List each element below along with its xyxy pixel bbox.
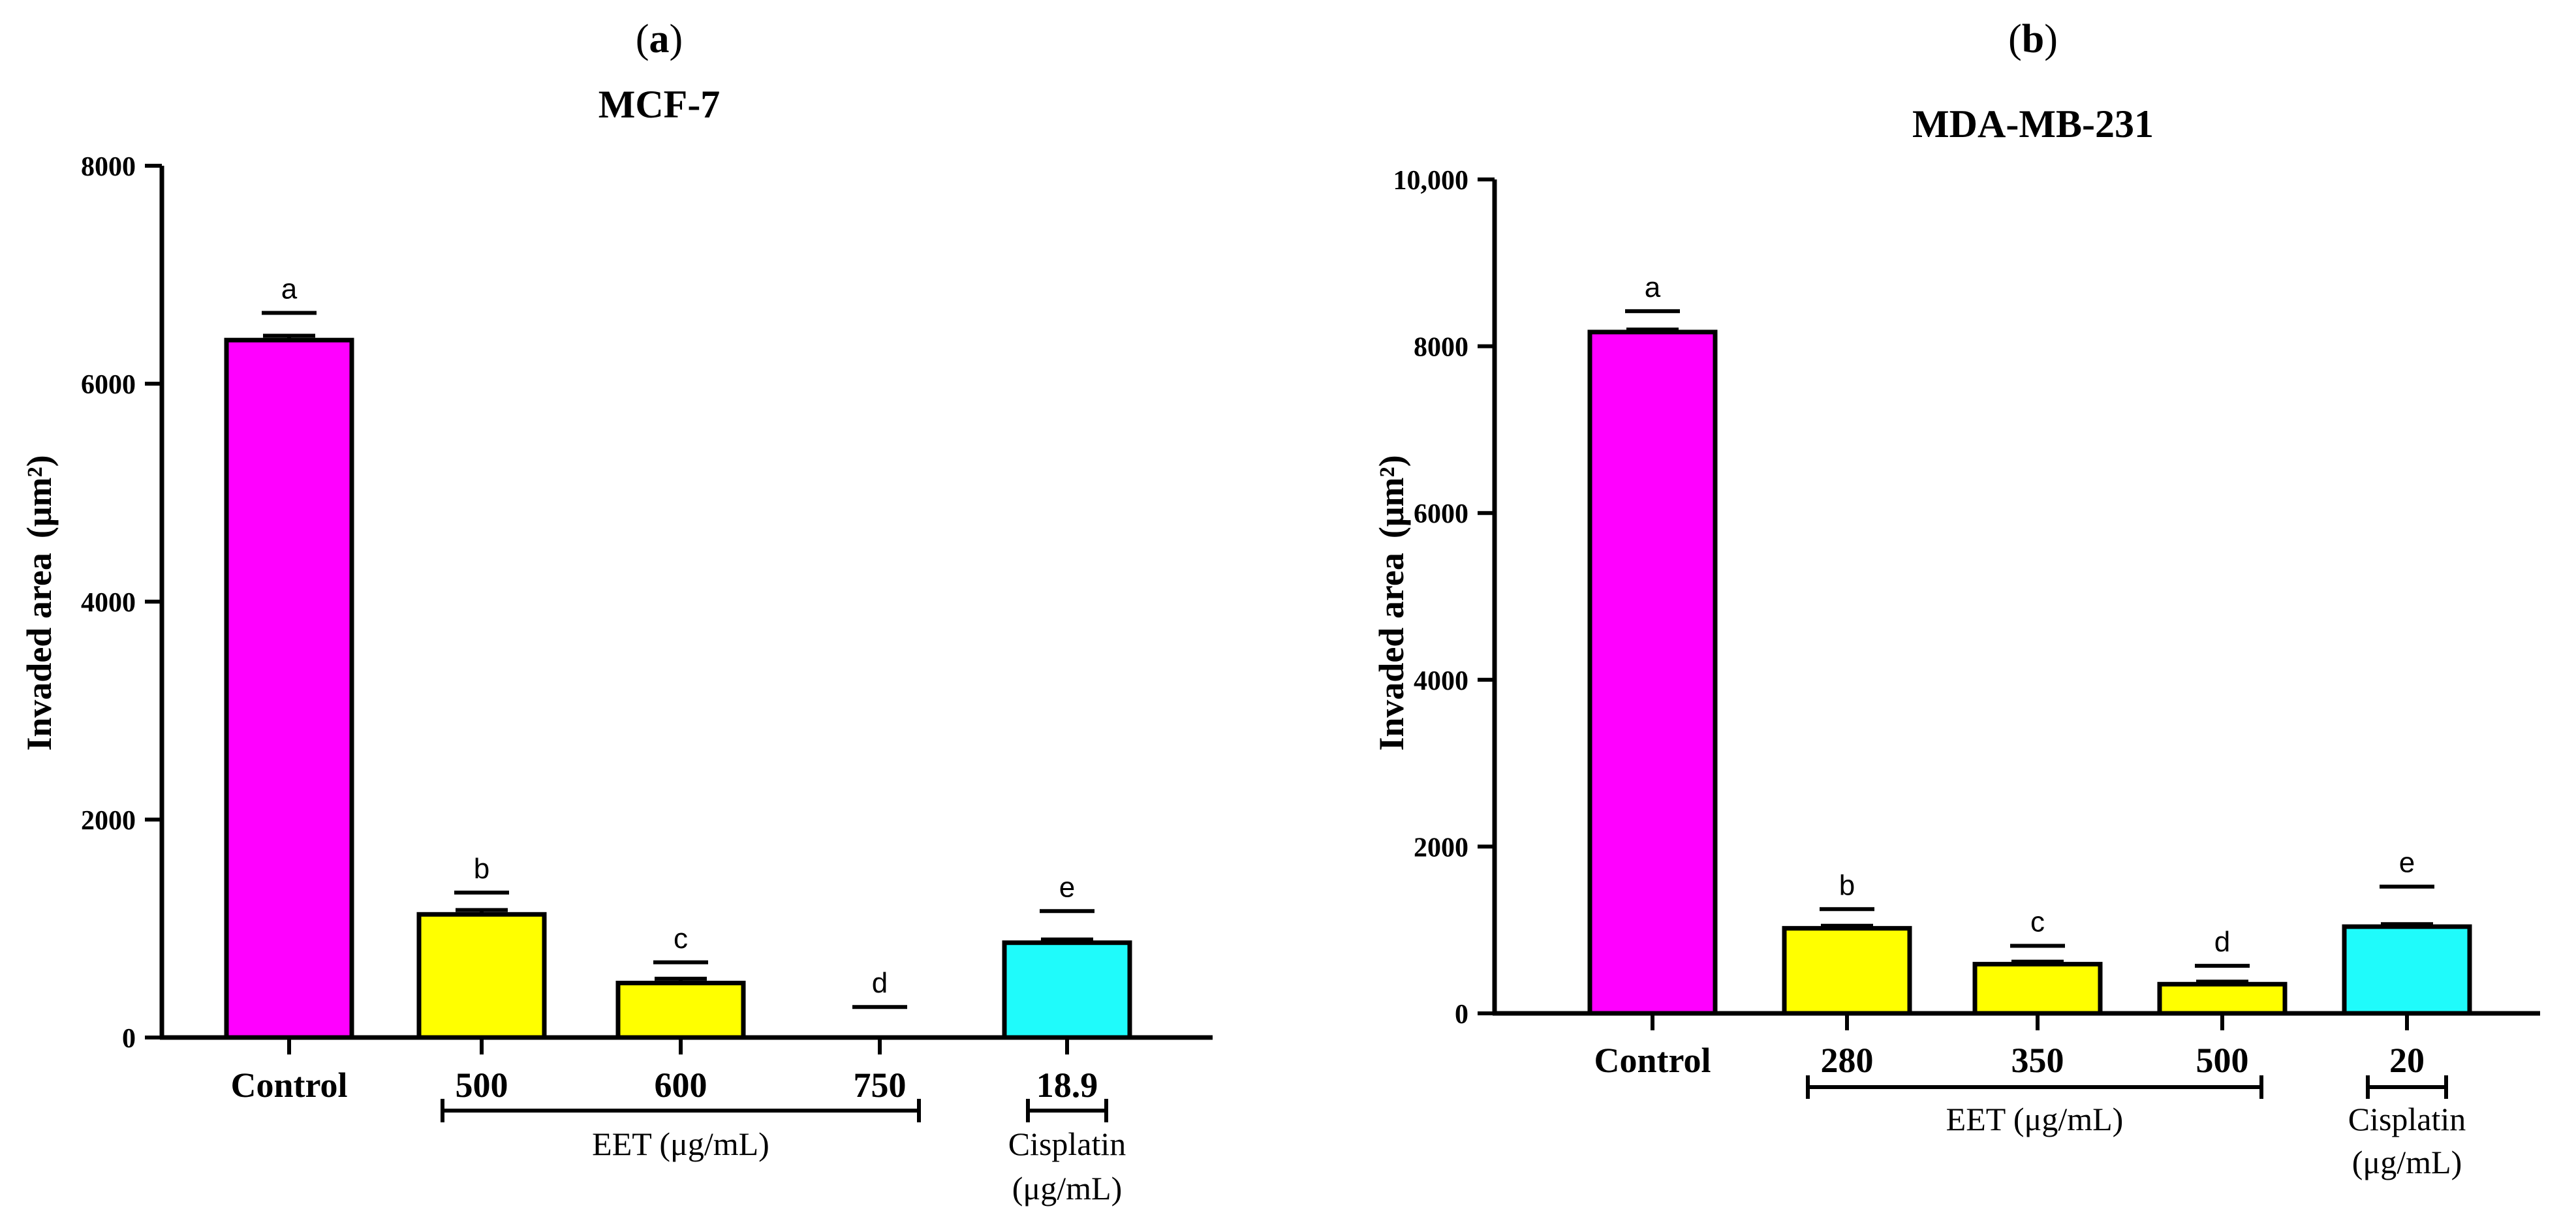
x-category-label: 750	[854, 1066, 907, 1105]
x-category-label: Control	[230, 1066, 347, 1105]
y-axis-label: Invaded area (μm²)	[20, 455, 59, 750]
y-tick-label: 2000	[1414, 833, 1468, 863]
panel-label-paren-close: )	[670, 17, 683, 61]
y-tick-label: 8000	[81, 152, 136, 182]
x-category-label: 280	[1821, 1041, 1874, 1080]
group-label: Cisplatin	[1008, 1126, 1126, 1162]
significance-letter: c	[2030, 906, 2045, 938]
bar	[1587, 330, 1718, 1016]
y-axis-unit: μm²	[20, 467, 59, 527]
x-category-label: 600	[655, 1066, 707, 1105]
bar	[224, 337, 354, 1040]
y-tick-label: 4000	[1414, 666, 1468, 696]
significance-letter: b	[474, 853, 489, 885]
significance-letter: b	[1839, 869, 1855, 901]
x-category-label: 350	[2011, 1041, 2064, 1080]
bar	[416, 912, 547, 1040]
y-tick-label: 6000	[1414, 499, 1468, 529]
y-tick-label: 0	[122, 1024, 136, 1054]
panel-label-paren-open: (	[2008, 17, 2022, 61]
significance-letter: e	[2399, 847, 2415, 879]
x-category-label: 18.9	[1036, 1066, 1098, 1105]
y-tick-label: 6000	[81, 370, 136, 400]
y-tick-label: 8000	[1414, 333, 1468, 363]
x-category-label: 500	[456, 1066, 508, 1105]
y-axis-label: Invaded area (μm²)	[1372, 455, 1411, 750]
significance-letter: e	[1059, 871, 1075, 903]
x-category-label: Control	[1594, 1041, 1711, 1080]
y-tick-label: 2000	[81, 806, 136, 836]
bar	[1782, 926, 1912, 1016]
panel-label: (b)	[2008, 17, 2058, 61]
y-axis-label-paren-open: (	[1372, 527, 1411, 538]
y-axis-label-text: Invaded area	[20, 553, 59, 751]
significance-letter: a	[281, 273, 298, 305]
panel-label-paren-close: )	[2044, 17, 2058, 61]
y-tick-label: 4000	[81, 588, 136, 618]
panel-label-letter: a	[649, 17, 670, 61]
significance-letter: c	[674, 923, 688, 955]
y-axis-label-paren-close: )	[20, 455, 59, 467]
y-axis-unit: μm²	[1372, 467, 1411, 527]
y-axis-label-text: Invaded area	[1372, 553, 1411, 751]
y-axis-label-paren-open: (	[20, 527, 59, 538]
y-axis-label-paren-close: )	[1372, 455, 1411, 467]
bar	[1972, 962, 2103, 1016]
bar	[615, 981, 746, 1040]
y-tick-label: 0	[1455, 1000, 1468, 1030]
group-label: EET (μg/mL)	[592, 1126, 769, 1162]
bar	[2342, 924, 2472, 1016]
panel-label: (a)	[636, 17, 683, 61]
x-category-label: 20	[2389, 1041, 2425, 1080]
significance-letter: d	[872, 967, 888, 999]
group-label: Cisplatin	[2348, 1101, 2466, 1137]
chart-title: MDA-MB-231	[1912, 102, 2154, 146]
panel-label-letter: b	[2022, 17, 2044, 61]
group-label: (μg/mL)	[1012, 1170, 1122, 1207]
bar	[2157, 981, 2288, 1016]
bar	[1002, 940, 1132, 1040]
significance-letter: a	[1645, 271, 1661, 303]
group-label: EET (μg/mL)	[1946, 1101, 2124, 1137]
group-label: (μg/mL)	[2352, 1144, 2462, 1180]
chart-title: MCF-7	[598, 83, 721, 126]
y-tick-label: 10,000	[1393, 166, 1469, 196]
significance-letter: d	[2214, 926, 2230, 958]
x-category-label: 500	[2196, 1041, 2249, 1080]
panel-label-paren-open: (	[636, 17, 649, 61]
